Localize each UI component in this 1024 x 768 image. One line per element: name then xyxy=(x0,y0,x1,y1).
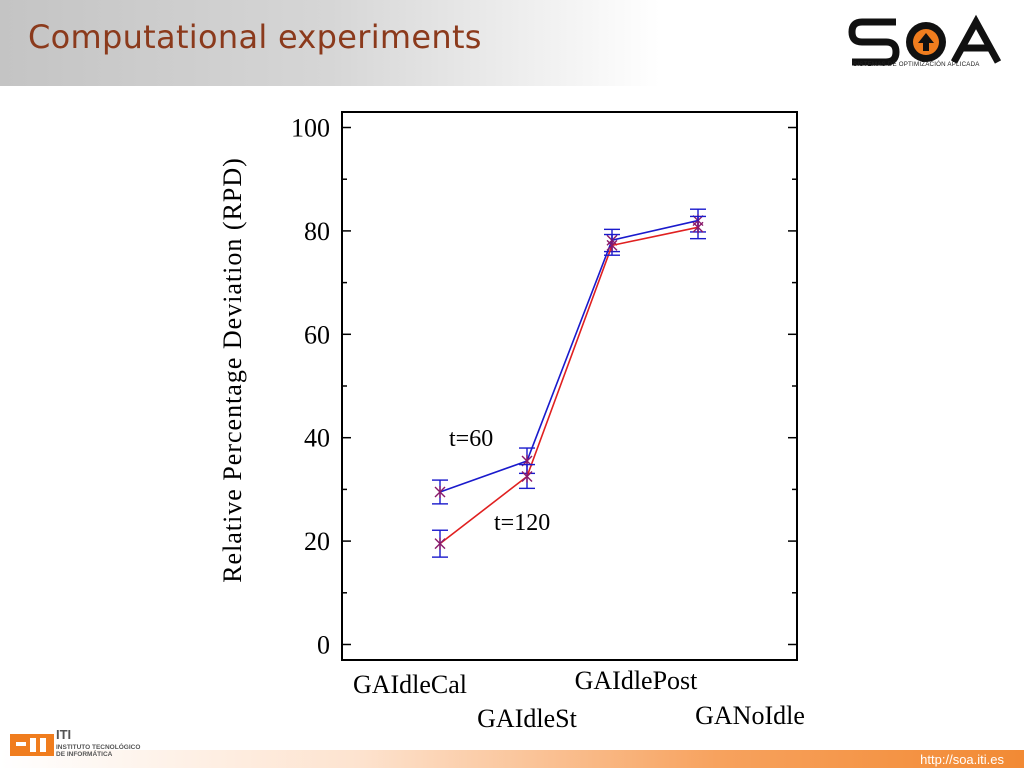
data-point xyxy=(521,470,533,483)
y-tick-label: 100 xyxy=(291,114,330,143)
x-tick-label: GANoIdle xyxy=(695,701,805,730)
x-tick-label: GAIdleCal xyxy=(353,670,467,699)
data-point xyxy=(606,239,618,252)
header-band xyxy=(0,0,660,86)
data-point xyxy=(434,485,446,498)
soa-logo xyxy=(848,14,1002,66)
y-ticks: 0 20 40 60 80 100 xyxy=(291,114,797,659)
series-line-t120 xyxy=(439,226,699,545)
annotation-t120: t=120 xyxy=(494,510,550,536)
y-tick-label: 60 xyxy=(304,320,330,349)
annotation-t60: t=60 xyxy=(449,426,493,452)
footer-url[interactable]: http://soa.iti.es xyxy=(920,752,1004,767)
data-point xyxy=(692,221,704,234)
soa-tagline: SISTEMAS DE OPTIMIZACIÓN APLICADA xyxy=(853,61,980,68)
footer-bar xyxy=(0,750,1024,768)
up-arrow-icon xyxy=(918,33,934,51)
plot-frame xyxy=(341,111,798,661)
y-axis-label: Relative Percentage Deviation (RPD) xyxy=(218,157,247,583)
series-line-t60 xyxy=(439,219,699,493)
x-tick-label: GAIdlePost xyxy=(575,666,699,695)
x-tick-labels: GAIdleCal GAIdleSt GAIdlePost GANoIdle xyxy=(353,666,805,733)
y-tick-label: 80 xyxy=(304,217,330,246)
iti-name: ITI xyxy=(56,727,72,742)
series-layer xyxy=(432,208,706,558)
y-tick-label: 0 xyxy=(317,630,330,659)
iti-subtitle: INSTITUTO TECNOLÓGICO DE INFORMÁTICA xyxy=(56,744,141,758)
soa-logo-s xyxy=(848,18,900,66)
y-tick-label: 20 xyxy=(304,527,330,556)
data-point xyxy=(434,537,446,550)
x-tick-label: GAIdleSt xyxy=(477,704,577,733)
iti-logo xyxy=(10,734,54,756)
slide-title: Computational experiments xyxy=(28,18,482,56)
soa-logo-a xyxy=(950,14,1002,64)
y-tick-label: 40 xyxy=(304,424,330,453)
